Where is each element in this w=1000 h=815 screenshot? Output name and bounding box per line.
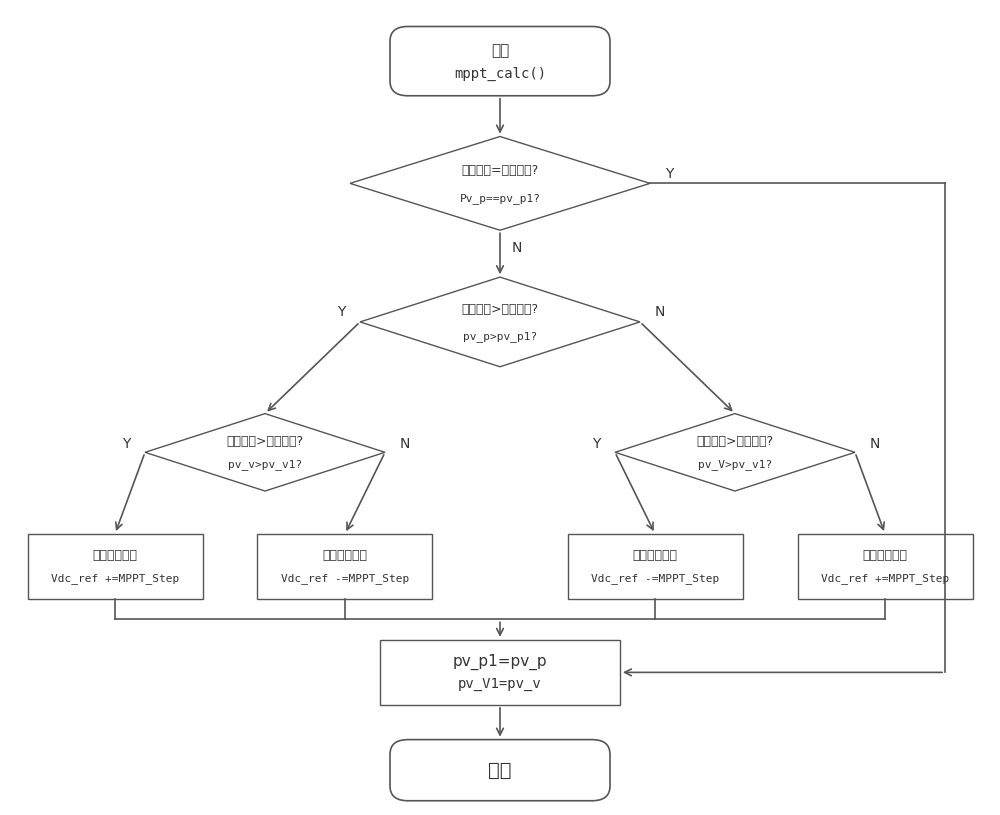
Polygon shape — [615, 414, 855, 491]
Text: Vdc_ref +=MPPT_Step: Vdc_ref +=MPPT_Step — [821, 573, 949, 584]
Text: 本次电压>上次电压?: 本次电压>上次电压? — [696, 435, 774, 448]
Text: Vdc_ref -=MPPT_Step: Vdc_ref -=MPPT_Step — [591, 573, 719, 584]
Text: N: N — [870, 437, 880, 452]
Bar — [257, 534, 432, 599]
Text: N: N — [400, 437, 410, 452]
Text: pv_V>pv_v1?: pv_V>pv_v1? — [698, 460, 772, 470]
Bar — [568, 534, 742, 599]
FancyBboxPatch shape — [390, 740, 610, 800]
Text: Y: Y — [122, 437, 130, 452]
Text: 本次功率>上次功率?: 本次功率>上次功率? — [461, 303, 539, 316]
Text: pv_p1=pv_p: pv_p1=pv_p — [453, 654, 547, 670]
Bar — [28, 534, 202, 599]
Text: Y: Y — [665, 166, 673, 181]
Text: Y: Y — [592, 437, 600, 452]
Text: 电压给定减小: 电压给定减小 — [633, 549, 678, 562]
Text: 本次功率=上次功率?: 本次功率=上次功率? — [461, 164, 539, 177]
Text: mppt_calc(): mppt_calc() — [454, 67, 546, 81]
Text: Pv_p==pv_p1?: Pv_p==pv_p1? — [460, 193, 540, 204]
Text: Y: Y — [337, 305, 345, 319]
Text: 本次电压>上次电压?: 本次电压>上次电压? — [226, 435, 304, 448]
Text: 结束: 结束 — [488, 760, 512, 780]
Text: Vdc_ref -=MPPT_Step: Vdc_ref -=MPPT_Step — [281, 573, 409, 584]
Bar — [380, 640, 620, 705]
Text: 电压给定增大: 电压给定增大 — [92, 549, 138, 562]
Polygon shape — [350, 136, 650, 230]
Text: N: N — [655, 305, 665, 319]
Text: pv_V1=pv_v: pv_V1=pv_v — [458, 677, 542, 691]
Polygon shape — [145, 414, 385, 491]
Text: Vdc_ref +=MPPT_Step: Vdc_ref +=MPPT_Step — [51, 573, 179, 584]
Text: pv_v>pv_v1?: pv_v>pv_v1? — [228, 460, 302, 470]
Text: 开始: 开始 — [491, 43, 509, 58]
Bar — [798, 534, 972, 599]
Text: pv_p>pv_p1?: pv_p>pv_p1? — [463, 331, 537, 341]
Text: 电压给定增大: 电压给定增大 — [862, 549, 908, 562]
Text: N: N — [512, 241, 522, 255]
Polygon shape — [360, 277, 640, 367]
Text: 电压给定减小: 电压给定减小 — [322, 549, 368, 562]
FancyBboxPatch shape — [390, 26, 610, 95]
